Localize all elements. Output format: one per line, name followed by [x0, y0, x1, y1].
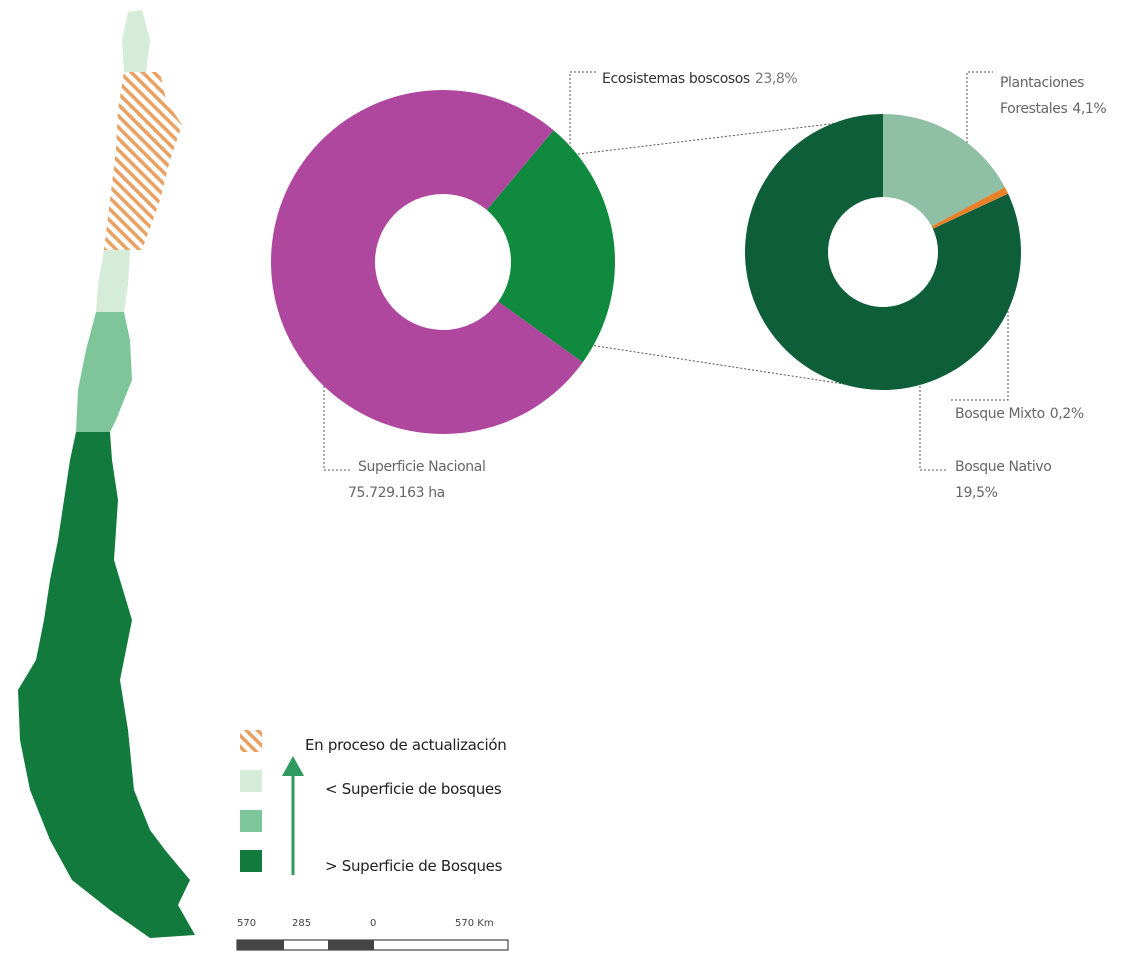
legend-label: En proceso de actualización	[305, 736, 507, 754]
donut-slice	[883, 114, 1005, 227]
scale-label: 570	[237, 918, 257, 929]
label: Superficie Nacional 75.729.163 ha	[348, 454, 558, 506]
category: Bosque Nativo	[955, 459, 1052, 475]
donut-slice	[270, 90, 583, 434]
donut-slice	[931, 187, 1009, 229]
label: Bosque Mixto 0,2%	[955, 401, 1084, 427]
category: Superficie Nacional	[358, 459, 486, 475]
label: Plantaciones Forestales 4,1%	[1000, 70, 1140, 122]
value-label: 19,5%	[955, 485, 998, 501]
legend-label: < Superficie de bosques	[325, 780, 502, 798]
annotation: 75.729.163 ha	[348, 485, 445, 501]
scale-label: 570 Km	[455, 918, 494, 929]
value-label: 23,8%	[754, 71, 798, 87]
category: Ecosistemas boscosos	[602, 71, 750, 87]
scale-label: 0	[370, 918, 377, 929]
map	[18, 10, 195, 938]
value-label: 4,1%	[1072, 101, 1107, 117]
category: Plantaciones Forestales	[1000, 75, 1084, 117]
category: Bosque Mixto	[955, 406, 1045, 422]
label: Bosque Nativo 19,5%	[955, 454, 1085, 506]
donut-slice	[745, 114, 1022, 390]
label: Ecosistemas boscosos 23,8%	[602, 66, 798, 92]
value-label: 0,2%	[1049, 406, 1084, 422]
donut-slice	[486, 130, 615, 363]
scale-label: 285	[292, 918, 312, 929]
legend-label: > Superficie de Bosques	[325, 857, 503, 875]
